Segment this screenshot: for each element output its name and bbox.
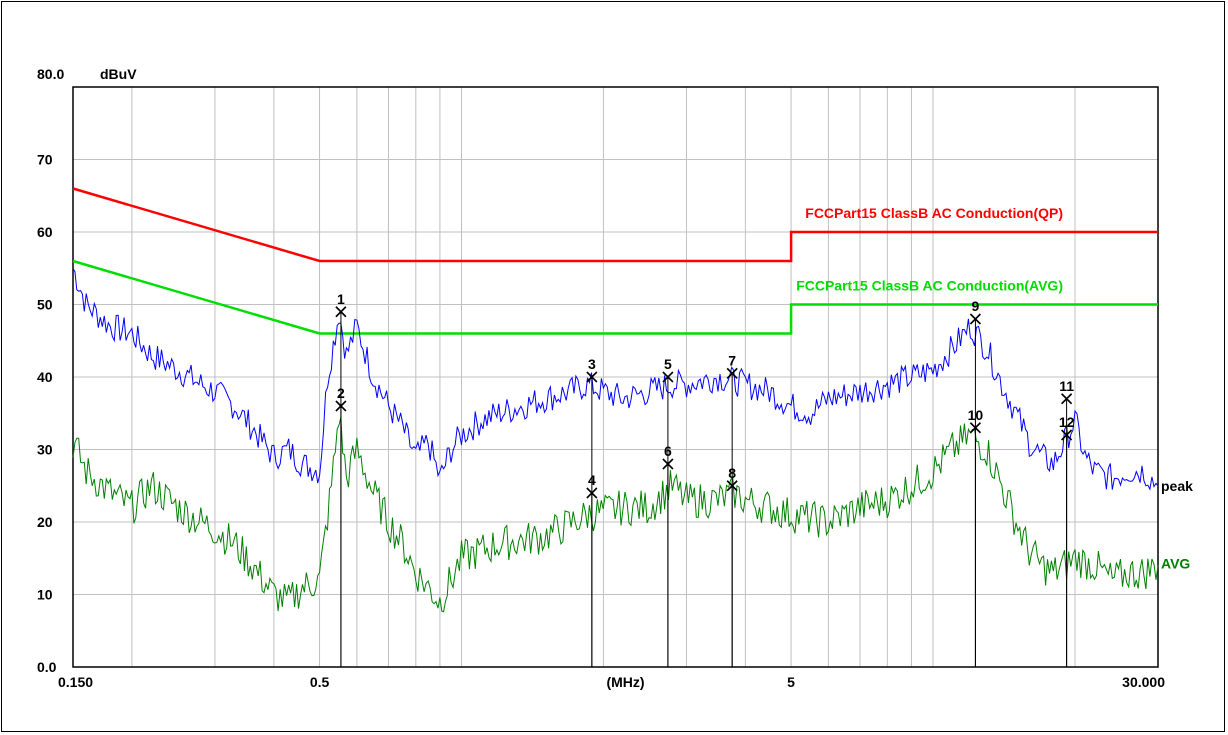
y-tick-label: 10 [37, 587, 53, 603]
x-tick-label: 30.000 [1122, 674, 1165, 690]
y-tick-label: 80.0 [37, 66, 64, 82]
marker-x [335, 400, 347, 412]
marker-label: 5 [664, 356, 672, 372]
marker-x [726, 480, 738, 492]
series-label-avg: AVG [1161, 556, 1190, 572]
plot-border [72, 86, 1159, 668]
marker-label: 1 [337, 291, 345, 307]
marker-x [1061, 393, 1073, 405]
marker-x [335, 306, 347, 318]
marker-label: 10 [968, 407, 984, 423]
marker-label: 2 [337, 385, 345, 401]
marker-label: 3 [588, 356, 596, 372]
series-label-peak: peak [1161, 478, 1193, 494]
x-tick-label: 5 [787, 674, 795, 690]
x-axis-label: (MHz) [606, 674, 644, 690]
limit-line-qp [72, 187, 1158, 263]
marker-x [662, 458, 674, 470]
limit-label-avg: FCCPart15 ClassB AC Conduction(AVG) [796, 278, 1063, 294]
y-tick-label: 20 [37, 514, 53, 530]
marker-label: 8 [728, 465, 736, 481]
y-tick-label: 0.0 [37, 659, 57, 675]
series-avg [72, 417, 1159, 613]
y-tick-label: 50 [37, 297, 53, 313]
x-tick-label: 0.150 [58, 674, 93, 690]
marker-label: 11 [1059, 378, 1074, 394]
marker-x [969, 313, 981, 325]
marker-x [726, 367, 738, 379]
limit-label-qp: FCCPart15 ClassB AC Conduction(QP) [805, 205, 1063, 221]
marker-x [586, 487, 598, 499]
marker-x [1061, 429, 1073, 441]
y-axis-label: dBuV [100, 66, 137, 82]
series-peak [72, 268, 1159, 491]
marker-label: 6 [664, 443, 672, 459]
marker-x [586, 371, 598, 383]
marker-label: 12 [1059, 414, 1075, 430]
marker-label: 7 [728, 352, 736, 368]
y-tick-label: 30 [37, 442, 53, 458]
y-tick-label: 70 [37, 152, 53, 168]
marker-x [969, 422, 981, 434]
marker-x [662, 371, 674, 383]
marker-label: 4 [588, 472, 596, 488]
x-tick-label: 0.5 [310, 674, 330, 690]
limit-line-avg [72, 259, 1158, 335]
y-tick-label: 40 [37, 369, 53, 385]
y-tick-label: 60 [37, 224, 53, 240]
marker-label: 9 [972, 298, 980, 314]
